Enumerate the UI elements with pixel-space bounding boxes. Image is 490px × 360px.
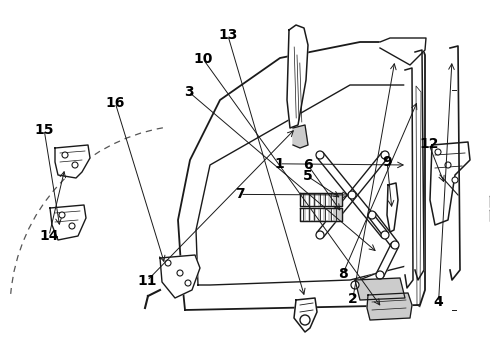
Text: 1: 1 (274, 157, 284, 171)
Polygon shape (369, 212, 398, 247)
Circle shape (376, 271, 384, 279)
Polygon shape (380, 38, 426, 65)
Text: 15: 15 (34, 123, 54, 136)
Polygon shape (367, 293, 412, 320)
Text: 2: 2 (348, 292, 358, 306)
Text: 13: 13 (218, 28, 238, 42)
Circle shape (185, 280, 191, 286)
Circle shape (165, 260, 171, 266)
Circle shape (62, 152, 68, 158)
Circle shape (368, 211, 376, 219)
Text: 8: 8 (338, 267, 348, 280)
Circle shape (381, 151, 389, 159)
Text: 9: 9 (382, 155, 392, 169)
Circle shape (59, 212, 65, 218)
Polygon shape (294, 298, 317, 332)
Polygon shape (300, 193, 342, 206)
Polygon shape (415, 50, 424, 280)
Polygon shape (293, 125, 308, 148)
Polygon shape (354, 272, 381, 288)
Circle shape (72, 162, 78, 168)
Text: 12: 12 (419, 137, 439, 151)
Text: 10: 10 (194, 53, 213, 66)
Text: 11: 11 (137, 274, 157, 288)
Polygon shape (355, 278, 405, 300)
Text: 6: 6 (303, 158, 313, 172)
Circle shape (445, 162, 451, 168)
Circle shape (435, 149, 441, 155)
Text: 4: 4 (434, 296, 443, 309)
Polygon shape (317, 153, 388, 238)
Polygon shape (387, 183, 398, 232)
Polygon shape (160, 255, 200, 298)
Circle shape (69, 223, 75, 229)
Text: 5: 5 (303, 170, 313, 183)
Text: 14: 14 (39, 229, 59, 243)
Polygon shape (55, 145, 90, 178)
Circle shape (316, 231, 324, 239)
Polygon shape (317, 153, 388, 238)
Polygon shape (430, 142, 470, 225)
Circle shape (452, 177, 458, 183)
Text: 3: 3 (184, 85, 194, 99)
Polygon shape (376, 243, 398, 277)
Circle shape (351, 281, 359, 289)
Circle shape (300, 315, 310, 325)
Polygon shape (300, 208, 342, 221)
Circle shape (348, 191, 356, 199)
Circle shape (316, 151, 324, 159)
Text: 7: 7 (235, 188, 245, 201)
Polygon shape (450, 46, 460, 280)
Circle shape (391, 241, 399, 249)
Polygon shape (287, 25, 308, 128)
Polygon shape (50, 205, 86, 240)
Polygon shape (405, 68, 413, 288)
Text: 16: 16 (105, 96, 125, 109)
Circle shape (177, 270, 183, 276)
Circle shape (381, 231, 389, 239)
